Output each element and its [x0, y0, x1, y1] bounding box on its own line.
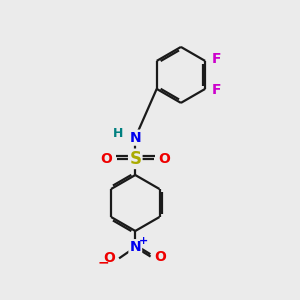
- Text: O: O: [158, 152, 170, 166]
- Text: O: O: [154, 250, 166, 264]
- Text: F: F: [212, 52, 221, 67]
- Text: H: H: [113, 127, 123, 140]
- Text: O: O: [101, 152, 112, 166]
- Text: F: F: [212, 83, 221, 98]
- Text: S: S: [129, 150, 141, 168]
- Text: N: N: [130, 130, 141, 145]
- Text: +: +: [139, 236, 148, 246]
- Text: N: N: [130, 240, 141, 254]
- Text: −: −: [97, 255, 109, 269]
- Text: O: O: [104, 251, 116, 266]
